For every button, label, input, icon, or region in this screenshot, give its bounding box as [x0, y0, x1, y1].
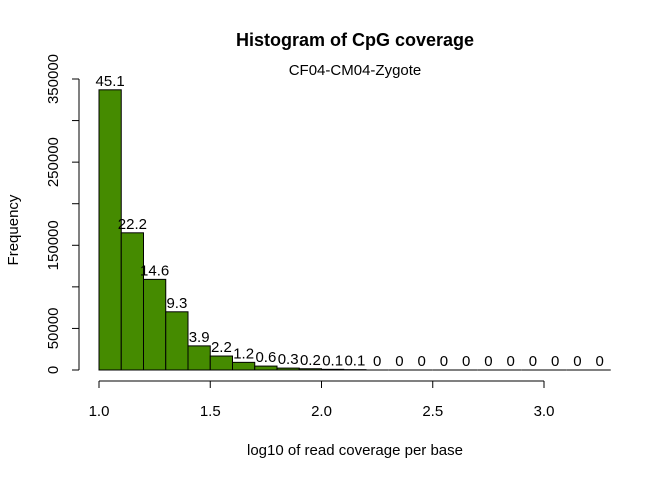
- bar-value-label: 0: [529, 353, 537, 370]
- histogram-bar: [254, 365, 278, 371]
- bar-labels-layer: 45.122.214.69.33.92.2 1.2 0.6 0.3 0.2 0.1 0.1 0…: [96, 73, 604, 370]
- bar-value-label: 0: [506, 353, 514, 370]
- bar-value-label: 0: [484, 353, 492, 370]
- x-tick-label: 1.0: [89, 403, 110, 420]
- histogram-bar: [209, 355, 233, 371]
- bar-value-label: 0.6: [255, 349, 276, 366]
- chart-subtitle: CF04-CM04-Zygote: [289, 62, 422, 79]
- bar-value-label: 0.1: [344, 353, 365, 370]
- bar-value-label: 0: [462, 353, 470, 370]
- histogram-bar: [165, 311, 189, 371]
- y-tick-label: 50000: [45, 308, 62, 350]
- y-tick-label: 350000: [45, 54, 62, 104]
- bar-value-label: 14.6: [140, 262, 169, 279]
- bar-value-label: 0.2: [300, 352, 321, 369]
- y-axis: 0 50000 150000 250000 350000: [45, 54, 80, 374]
- histogram-bar: [187, 345, 211, 371]
- bar-value-label: 22.2: [118, 216, 147, 233]
- x-axis: 1.0 1.5 2.0 2.5 3.0: [89, 380, 555, 420]
- bar-value-label: 0: [573, 353, 581, 370]
- bar-value-label: 0: [373, 353, 381, 370]
- bar-value-label: 0.3: [278, 351, 299, 368]
- y-tick-label: 250000: [45, 137, 62, 187]
- bar-value-label: 9.3: [166, 295, 187, 312]
- y-tick-label: 150000: [45, 220, 62, 270]
- y-tick-label: 0: [45, 366, 62, 374]
- bar-value-label: 3.9: [189, 329, 210, 346]
- bars-layer: [98, 89, 611, 371]
- bar-value-label: 0: [551, 353, 559, 370]
- histogram-bar: [298, 368, 322, 371]
- histogram-bar: [143, 278, 167, 371]
- x-tick-label: 2.5: [422, 403, 443, 420]
- bar-value-label: 0: [595, 353, 603, 370]
- histogram-bar: [120, 232, 144, 371]
- chart-title: Histogram of CpG coverage: [236, 30, 474, 50]
- histogram-bar: [98, 89, 122, 371]
- histogram-bar: [232, 361, 256, 371]
- y-axis-label: Frequency: [5, 194, 22, 265]
- histogram-bar: [321, 368, 345, 371]
- bar-value-label: 0: [440, 353, 448, 370]
- x-tick-label: 2.0: [311, 403, 332, 420]
- bar-value-label: 0: [395, 353, 403, 370]
- histogram-bar: [276, 367, 300, 371]
- bar-value-label: 0.1: [322, 352, 343, 369]
- x-tick-label: 3.0: [534, 403, 555, 420]
- bar-value-label: 2.2: [211, 339, 232, 356]
- bar-value-label: 45.1: [96, 73, 125, 90]
- bar-value-label: 1.2: [233, 345, 254, 362]
- x-tick-label: 1.5: [200, 403, 221, 420]
- bar-value-label: 0: [417, 353, 425, 370]
- x-axis-label: log10 of read coverage per base: [247, 442, 463, 459]
